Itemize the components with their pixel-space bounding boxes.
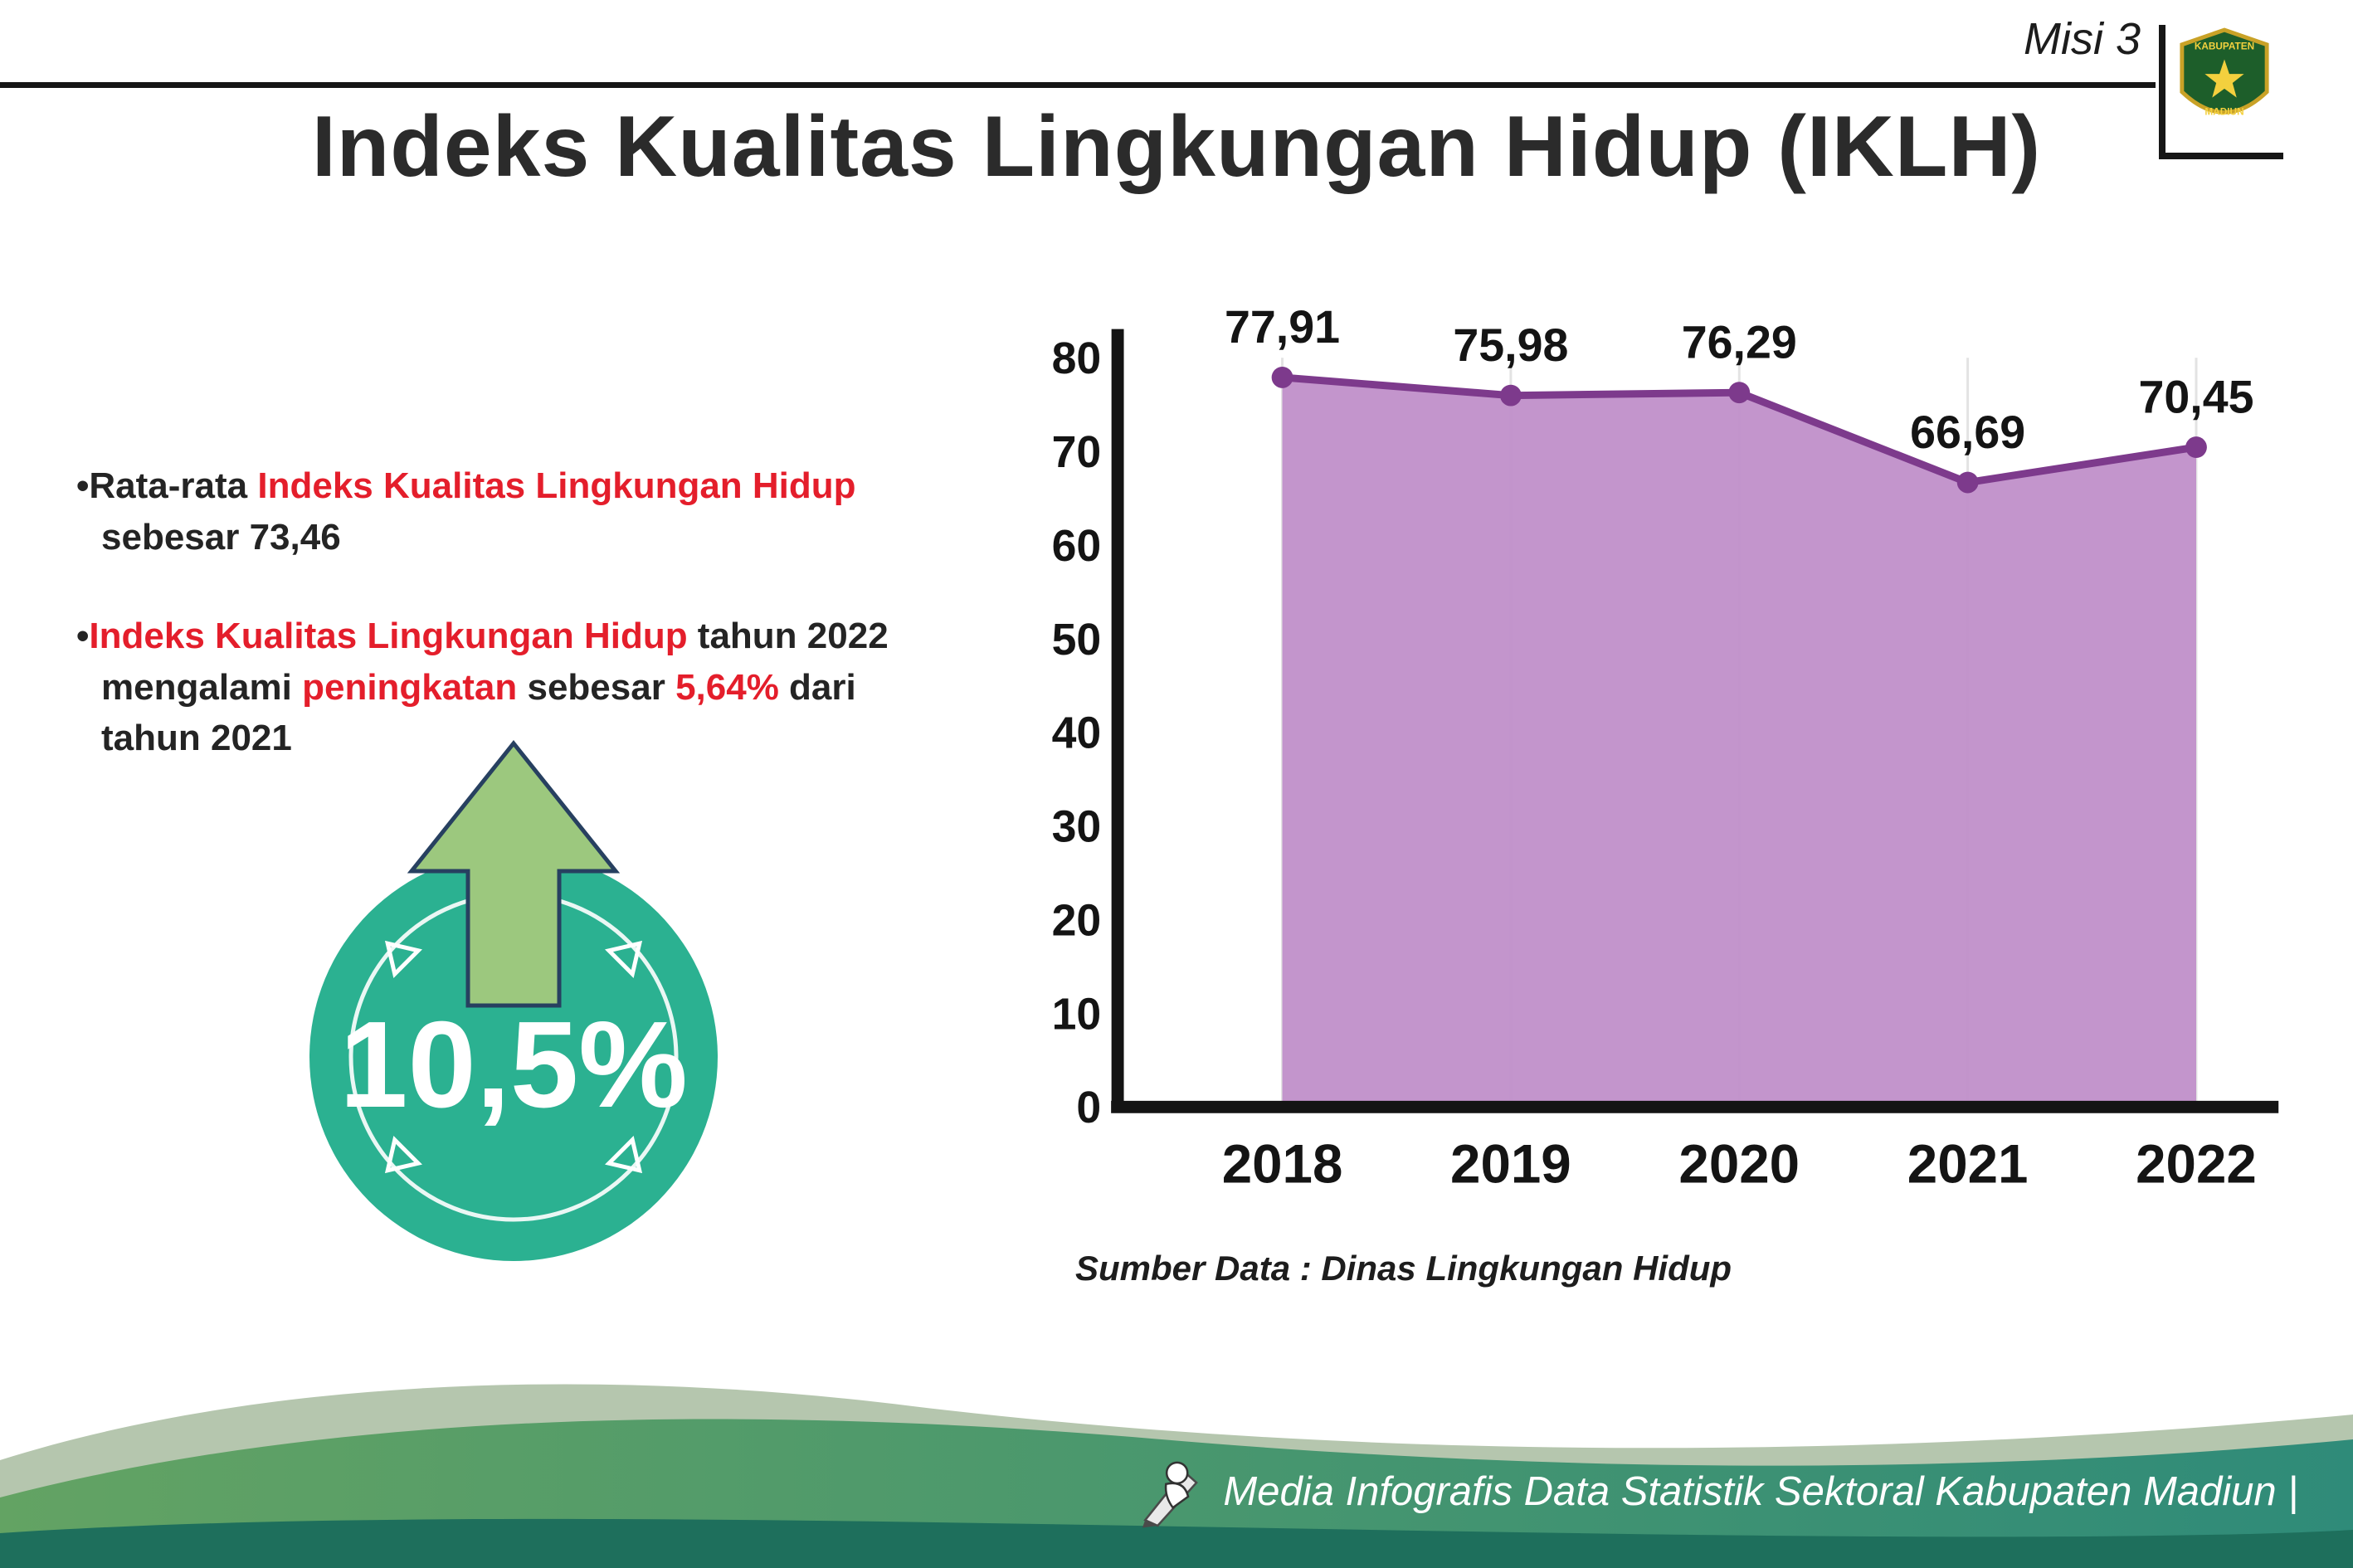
value-label-2021: 66,69 [1910, 407, 2025, 458]
arrow-up-icon [407, 739, 621, 1008]
footer-credit: Media Infografis Data Statistik Sektoral… [1137, 1454, 2298, 1530]
source-note: Sumber Data : Dinas Lingkungan Hidup [1075, 1249, 1732, 1288]
x-tick-2020: 2020 [1678, 1134, 1800, 1195]
y-tick-50: 50 [1052, 615, 1102, 665]
bullet2-text-3: dari tahun 2021 [101, 666, 856, 759]
logo-city-label: MADIUN [2204, 105, 2243, 117]
increase-badge: 10,5% [309, 739, 718, 1261]
bullet2-text-2: sebesar [517, 666, 676, 708]
value-label-2019: 75,98 [1453, 319, 1568, 371]
bullet2-highlight-1: Indeks Kualitas Lingkungan Hidup [89, 616, 688, 657]
mascot-icon [1142, 1461, 1199, 1528]
bullet-marker: • [76, 616, 90, 657]
data-point-2022 [2185, 436, 2207, 458]
footer-wave-art [0, 1384, 2353, 1568]
badge-value: 10,5% [339, 996, 688, 1133]
x-tick-2022: 2022 [2136, 1134, 2257, 1195]
x-tick-2019: 2019 [1450, 1134, 1571, 1195]
y-tick-40: 40 [1052, 709, 1102, 758]
kabupaten-madiun-logo: KABUPATEN MADIUN [2180, 27, 2269, 117]
bullet1-highlight: Indeks Kualitas Lingkungan Hidup [257, 465, 856, 506]
y-tick-30: 30 [1052, 802, 1102, 852]
x-tick-2018: 2018 [1222, 1134, 1343, 1195]
logo-region-label: KABUPATEN [2195, 41, 2254, 52]
y-tick-80: 80 [1052, 334, 1102, 383]
y-tick-0: 0 [1076, 1083, 1101, 1132]
x-tick-2021: 2021 [1907, 1134, 2029, 1195]
iklh-chart-svg: 77,91 75,98 76,29 66,69 70,45 0 10 20 30 40 50 60 70… [1052, 301, 2279, 1195]
data-point-2021 [1956, 471, 1979, 494]
y-tick-70: 70 [1052, 427, 1102, 477]
footer-wave-dark [0, 1518, 2353, 1568]
data-point-2019 [1500, 384, 1522, 407]
data-point-2018 [1271, 367, 1293, 388]
logo-star [2204, 59, 2244, 98]
bullet-item-increase: •Indeks Kualitas Lingkungan Hidup tahun … [76, 611, 964, 764]
header-divider [0, 82, 2156, 88]
bullet1-text: Rata-rata [89, 465, 258, 506]
data-point-2020 [1728, 382, 1751, 404]
value-label-2020: 76,29 [1682, 317, 1797, 368]
y-tick-60: 60 [1052, 521, 1102, 571]
bullet2-highlight-2: peningkatan [302, 666, 518, 708]
iklh-area-chart: 77,91 75,98 76,29 66,69 70,45 0 10 20 30 40 50 60 70… [1019, 284, 2303, 1255]
value-label-2018: 77,91 [1225, 301, 1340, 353]
page-title: Indeks Kualitas Lingkungan Hidup (IKLH) [311, 99, 2042, 195]
misi-label: Misi 3 [2023, 14, 2141, 64]
bullet2-highlight-3: 5,64% [675, 666, 779, 708]
bullet-list: •Rata-rata Indeks Kualitas Lingkungan Hi… [76, 460, 964, 812]
bullet2-text-1: tahun 2022 mengalami [101, 616, 889, 708]
badge-tick-triangles [384, 940, 643, 1174]
y-tick-20: 20 [1052, 895, 1102, 945]
y-tick-10: 10 [1052, 989, 1102, 1039]
logo-frame: KABUPATEN MADIUN [2159, 25, 2283, 159]
area-fill [1282, 377, 2196, 1108]
bullet-marker: • [76, 465, 90, 506]
bullet1-text-end: sebesar 73,46 [101, 516, 341, 558]
bullet-item-average: •Rata-rata Indeks Kualitas Lingkungan Hi… [76, 460, 964, 562]
footer-credit-text: Media Infografis Data Statistik Sektoral… [1223, 1469, 2298, 1514]
value-label-2022: 70,45 [2138, 371, 2253, 422]
